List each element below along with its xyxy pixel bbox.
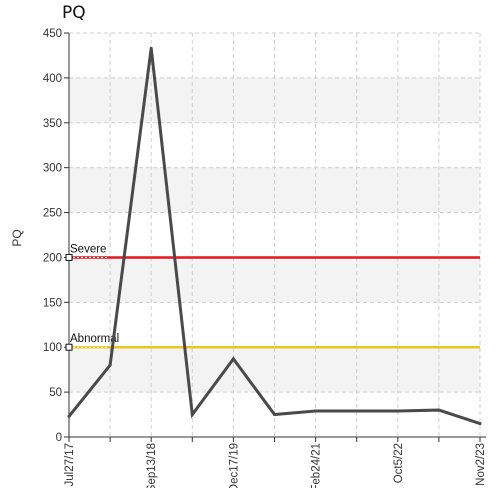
data-series [67, 46, 482, 426]
y-axis-label: PQ [10, 229, 24, 246]
data-point [314, 409, 318, 413]
data-point [355, 409, 359, 413]
reference-line-marker [65, 253, 73, 261]
y-tick-label: 150 [43, 297, 62, 309]
data-point [273, 413, 276, 417]
y-tick-label: 0 [56, 432, 62, 444]
y-tick-label: 350 [43, 118, 62, 130]
x-tick-label: Sep13/18 [146, 443, 158, 488]
y-tick-label: 250 [43, 208, 62, 220]
data-point [437, 408, 441, 412]
reference-line-marker [65, 343, 73, 351]
reference-line-label: Severe [70, 243, 106, 255]
y-tick-label: 200 [43, 252, 62, 264]
chart-title: PQ [62, 3, 86, 23]
data-point [478, 422, 482, 426]
axes [68, 33, 486, 438]
data-point [67, 414, 71, 418]
x-tick-label: Jul27/17 [64, 443, 76, 486]
y-tick-label: 450 [43, 28, 62, 40]
x-tick-label: Nov2/23 [475, 443, 487, 486]
reference-line-label: Abnormal [70, 333, 119, 345]
x-tick-label: Dec17/19 [228, 443, 240, 488]
y-tick-label: 50 [49, 387, 62, 399]
y-axis-ticks: 0 50 100 150 200 250 300 350 400 450 [43, 28, 69, 444]
data-point [396, 409, 400, 413]
data-point [108, 363, 112, 367]
x-tick-label: Oct5/22 [393, 443, 405, 483]
data-point [190, 413, 194, 417]
y-tick-label: 100 [43, 342, 62, 354]
data-point [231, 357, 235, 361]
x-tick-label: Feb24/21 [311, 443, 323, 488]
reference-lines: Severe Abnormal [65, 243, 480, 351]
x-axis-ticks: Jul27/17 Sep13/18 Dec17/19 Feb24/21 Oct5/22 N… [64, 437, 487, 488]
y-tick-label: 300 [43, 163, 62, 175]
y-tick-label: 400 [43, 73, 62, 85]
data-point [149, 46, 153, 50]
